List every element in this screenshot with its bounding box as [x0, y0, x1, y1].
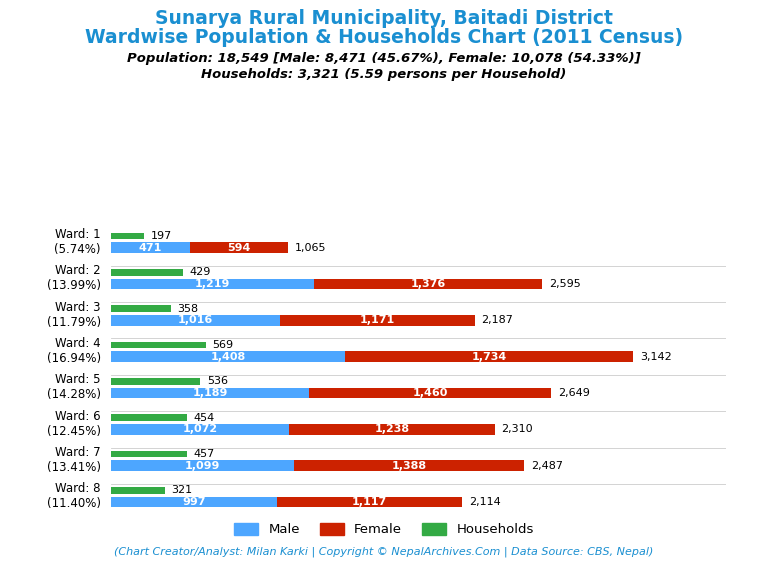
Text: 1,016: 1,016 — [178, 316, 214, 325]
Bar — [111, 460, 294, 471]
Text: 197: 197 — [151, 231, 172, 241]
Legend: Male, Female, Households: Male, Female, Households — [229, 517, 539, 542]
Text: 1,099: 1,099 — [185, 461, 220, 471]
Text: 3,142: 3,142 — [640, 351, 671, 362]
Text: 1,219: 1,219 — [195, 279, 230, 289]
Text: 321: 321 — [171, 485, 193, 495]
Bar — [280, 315, 475, 326]
Bar — [290, 424, 495, 435]
Text: 569: 569 — [213, 340, 233, 350]
Bar — [111, 306, 170, 312]
Text: 594: 594 — [227, 242, 250, 253]
Bar — [111, 378, 200, 385]
Text: 536: 536 — [207, 376, 228, 386]
Text: 1,376: 1,376 — [410, 279, 445, 289]
Text: 1,408: 1,408 — [210, 351, 246, 362]
Text: 1,460: 1,460 — [412, 388, 448, 398]
Bar — [111, 487, 164, 494]
Text: 457: 457 — [194, 449, 215, 459]
Bar — [111, 451, 187, 457]
Bar — [277, 496, 462, 508]
Bar — [309, 387, 551, 398]
Text: 429: 429 — [189, 267, 210, 277]
Text: 1,189: 1,189 — [193, 388, 228, 398]
Bar — [111, 233, 144, 240]
Bar — [111, 315, 280, 326]
Text: 2,114: 2,114 — [469, 497, 501, 507]
Text: 997: 997 — [182, 497, 206, 507]
Text: 1,065: 1,065 — [295, 242, 326, 253]
Bar — [111, 278, 314, 289]
Text: 454: 454 — [194, 413, 214, 423]
Bar — [111, 387, 309, 398]
Text: 2,187: 2,187 — [482, 316, 513, 325]
Text: 1,171: 1,171 — [359, 316, 395, 325]
Text: 1,117: 1,117 — [352, 497, 387, 507]
Text: Wardwise Population & Households Chart (2011 Census): Wardwise Population & Households Chart (… — [85, 28, 683, 47]
Text: 1,388: 1,388 — [392, 461, 427, 471]
Bar — [111, 351, 345, 362]
Bar — [190, 242, 288, 253]
Text: (Chart Creator/Analyst: Milan Karki | Copyright © NepalArchives.Com | Data Sourc: (Chart Creator/Analyst: Milan Karki | Co… — [114, 546, 654, 557]
Text: 1,072: 1,072 — [183, 425, 218, 434]
Text: 1,734: 1,734 — [472, 351, 507, 362]
Text: 471: 471 — [139, 242, 162, 253]
Bar — [345, 351, 633, 362]
Bar — [111, 242, 190, 253]
Text: 2,595: 2,595 — [549, 279, 581, 289]
Bar — [314, 278, 542, 289]
Text: 2,649: 2,649 — [558, 388, 590, 398]
Text: 2,487: 2,487 — [531, 461, 563, 471]
Text: Households: 3,321 (5.59 persons per Household): Households: 3,321 (5.59 persons per Hous… — [201, 68, 567, 81]
Bar — [294, 460, 525, 471]
Text: Population: 18,549 [Male: 8,471 (45.67%), Female: 10,078 (54.33%)]: Population: 18,549 [Male: 8,471 (45.67%)… — [127, 52, 641, 65]
Text: 1,238: 1,238 — [375, 425, 409, 434]
Text: 2,310: 2,310 — [502, 425, 533, 434]
Bar — [111, 424, 290, 435]
Text: 358: 358 — [177, 304, 199, 314]
Bar — [111, 496, 277, 508]
Bar — [111, 415, 187, 421]
Text: Sunarya Rural Municipality, Baitadi District: Sunarya Rural Municipality, Baitadi Dist… — [155, 9, 613, 28]
Bar — [111, 269, 183, 276]
Bar — [111, 342, 206, 349]
